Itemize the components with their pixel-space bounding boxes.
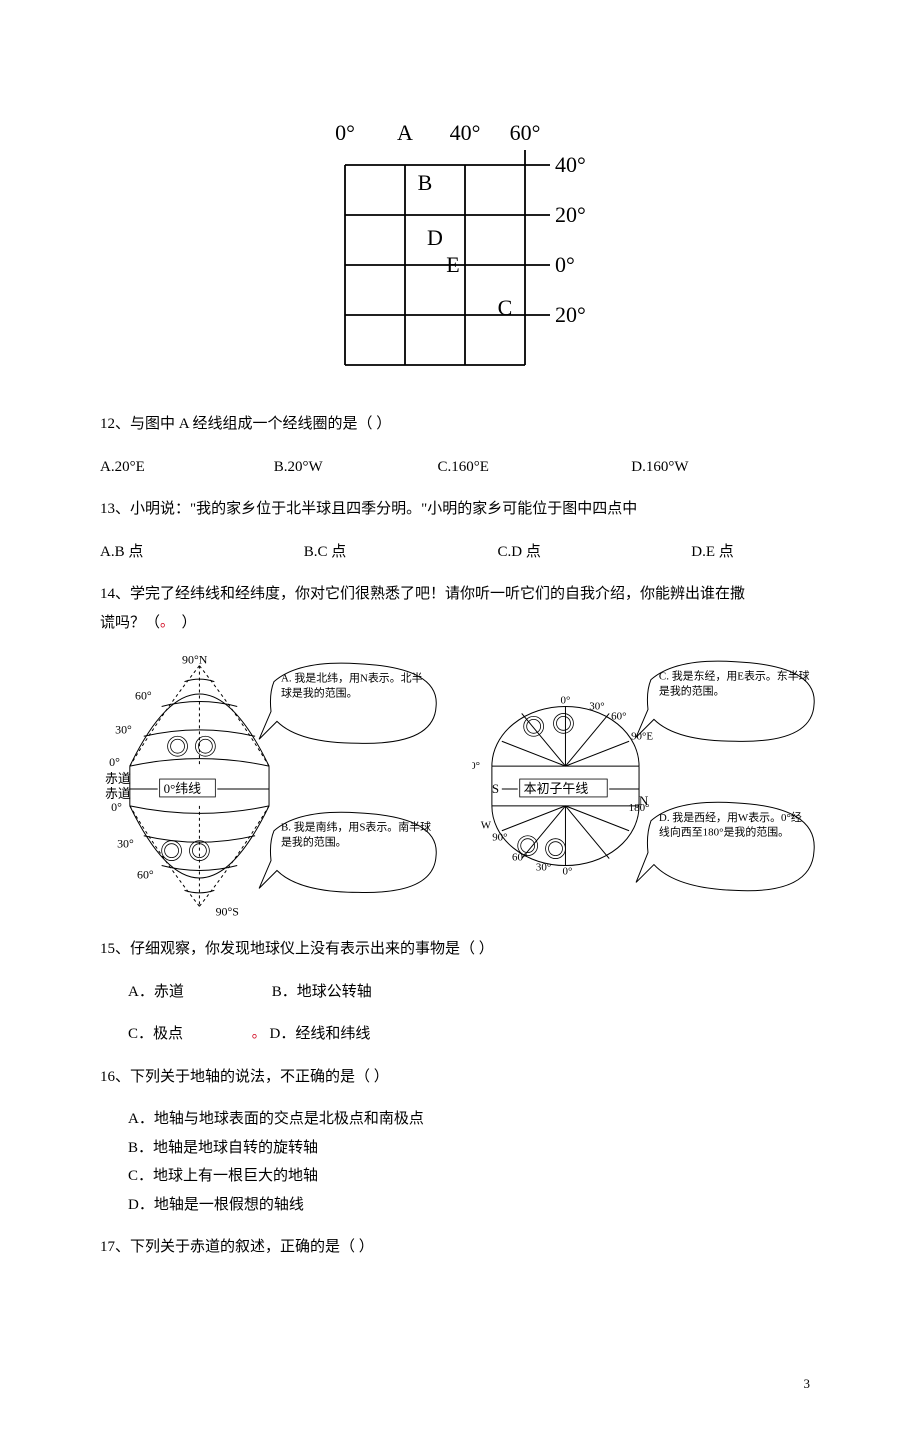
longitude-globes: 180° 0° 30° 60° 90°E S N 本初子午线 bbox=[472, 651, 820, 921]
q14-stem-a: 14、学完了经纬线和经纬度，你对它们很熟悉了吧！请你听一听它们的自我介绍，你能辨… bbox=[100, 586, 745, 602]
grid-cell-D: D bbox=[427, 225, 443, 250]
q12-opt-A: A.20°E bbox=[100, 453, 270, 482]
bubble-C: C. 我是东经，用E表示。东半球是我的范围。 bbox=[659, 670, 810, 700]
red-dot-icon: 。 bbox=[160, 615, 174, 630]
q12-opt-C: C.160°E bbox=[438, 453, 628, 482]
q15-opt-D: D．经线和纬线 bbox=[270, 1020, 371, 1049]
q14-stem-b: 谎吗？（ bbox=[100, 615, 160, 631]
q13-stem: 13、小明说："我的家乡位于北半球且四季分明。"小明的家乡可能位于图中四点中 bbox=[100, 495, 820, 524]
lat-30s: 30° bbox=[117, 837, 134, 851]
q16-opt-A: A．地轴与地球表面的交点是北极点和南极点 bbox=[100, 1105, 820, 1134]
q17-stem: 17、下列关于赤道的叙述，正确的是（ ） bbox=[100, 1233, 820, 1262]
q12-options: A.20°E B.20°W C.160°E D.160°W bbox=[100, 453, 820, 482]
bubble-A: A. 我是北纬，用N表示。北半球是我的范围。 bbox=[281, 672, 432, 702]
q15-stem: 15、仔细观察，你发现地球仪上没有表示出来的事物是（ ） bbox=[100, 935, 820, 964]
lat-60n: 60° bbox=[135, 688, 152, 702]
lon-180b: 180° bbox=[629, 802, 650, 814]
grid-cell-E: E bbox=[446, 252, 459, 277]
lat-30n: 30° bbox=[115, 722, 132, 736]
q12-opt-D: D.160°W bbox=[631, 453, 688, 482]
grid-right-neg20: 20° bbox=[555, 302, 586, 327]
lon-30w: 30° bbox=[536, 862, 551, 874]
page-number: 3 bbox=[100, 1372, 820, 1397]
q13-opt-C: C.D 点 bbox=[498, 538, 688, 567]
eq-box-label: 0°纬线 bbox=[164, 781, 202, 796]
q15-options-row2: C．极点 。 D．经线和纬线 bbox=[100, 1020, 820, 1049]
grid-top-A: A bbox=[397, 120, 413, 145]
lon-0b: 0° bbox=[563, 865, 573, 877]
q13-opt-A: A.B 点 bbox=[100, 538, 300, 567]
q16-stem: 16、下列关于地轴的说法，不正确的是（ ） bbox=[100, 1063, 820, 1092]
bubble-B: B. 我是南纬，用S表示。南半球是我的范围。 bbox=[281, 821, 432, 851]
q16-opt-D: D．地轴是一根假想的轴线 bbox=[100, 1191, 820, 1220]
lon-180a: 180° bbox=[472, 760, 480, 772]
lat-0a: 0° bbox=[109, 755, 120, 769]
lat-0b: 0° bbox=[111, 800, 122, 814]
lon-60e: 60° bbox=[611, 710, 626, 722]
lon-30e: 30° bbox=[589, 700, 604, 712]
q15-opt-A: A．赤道 bbox=[128, 978, 268, 1007]
lat-90s: 90°S bbox=[216, 904, 239, 918]
lon-0a: 0° bbox=[561, 694, 571, 706]
q13-options: A.B 点 B.C 点 C.D 点 D.E 点 bbox=[100, 538, 820, 567]
bubble-D: D. 我是西经，用W表示。0°经线向西至180°是我的范围。 bbox=[659, 811, 810, 841]
q15-opt-C: C．极点 bbox=[128, 1020, 248, 1049]
grid-cell-B: B bbox=[418, 170, 433, 195]
lat-90n: 90°N bbox=[182, 653, 208, 667]
red-dot-icon-2: 。 bbox=[252, 1026, 266, 1041]
prime-label: 本初子午线 bbox=[524, 781, 589, 796]
lon-90e: 90°E bbox=[631, 730, 653, 742]
q14-stem: 14、学完了经纬线和经纬度，你对它们很熟悉了吧！请你听一听它们的自我介绍，你能辨… bbox=[100, 580, 820, 637]
q13-opt-B: B.C 点 bbox=[304, 538, 494, 567]
q12-opt-B: B.20°W bbox=[274, 453, 434, 482]
grid-right-0: 0° bbox=[555, 252, 575, 277]
q15-options-row1: A．赤道 B．地球公转轴 bbox=[100, 978, 820, 1007]
eq-label-2: 赤道 bbox=[105, 786, 131, 801]
eq-label-1: 赤道 bbox=[105, 771, 131, 786]
q15-opt-B: B．地球公转轴 bbox=[272, 978, 372, 1007]
q16-opt-B: B．地轴是地球自转的旋转轴 bbox=[100, 1134, 820, 1163]
lon-60w: 60° bbox=[512, 852, 527, 864]
longitude-latitude-grid: 0° A 40° 60° 40° 20° 0° 20° B D E C bbox=[305, 110, 615, 380]
grid-top-0: 0° bbox=[335, 120, 355, 145]
q12-stem: 12、与图中 A 经线组成一个经线圈的是（ ） bbox=[100, 410, 820, 439]
lon-90w: 90° bbox=[492, 832, 507, 844]
grid-cell-C: C bbox=[498, 295, 513, 320]
q14-stem-c: ） bbox=[182, 615, 197, 631]
grid-right-40: 40° bbox=[555, 152, 586, 177]
grid-right-20: 20° bbox=[555, 202, 586, 227]
grid-top-40: 40° bbox=[450, 120, 481, 145]
latitude-globes: 90°N 60° 30° 0° 赤道 赤道 0°纬线 0° bbox=[100, 651, 448, 921]
S-label: S bbox=[492, 781, 499, 796]
q16-opt-C: C．地球上有一根巨大的地轴 bbox=[100, 1162, 820, 1191]
q13-opt-D: D.E 点 bbox=[691, 538, 734, 567]
lon-W: W bbox=[481, 820, 492, 832]
lat-60s: 60° bbox=[137, 867, 154, 881]
grid-top-60: 60° bbox=[510, 120, 541, 145]
